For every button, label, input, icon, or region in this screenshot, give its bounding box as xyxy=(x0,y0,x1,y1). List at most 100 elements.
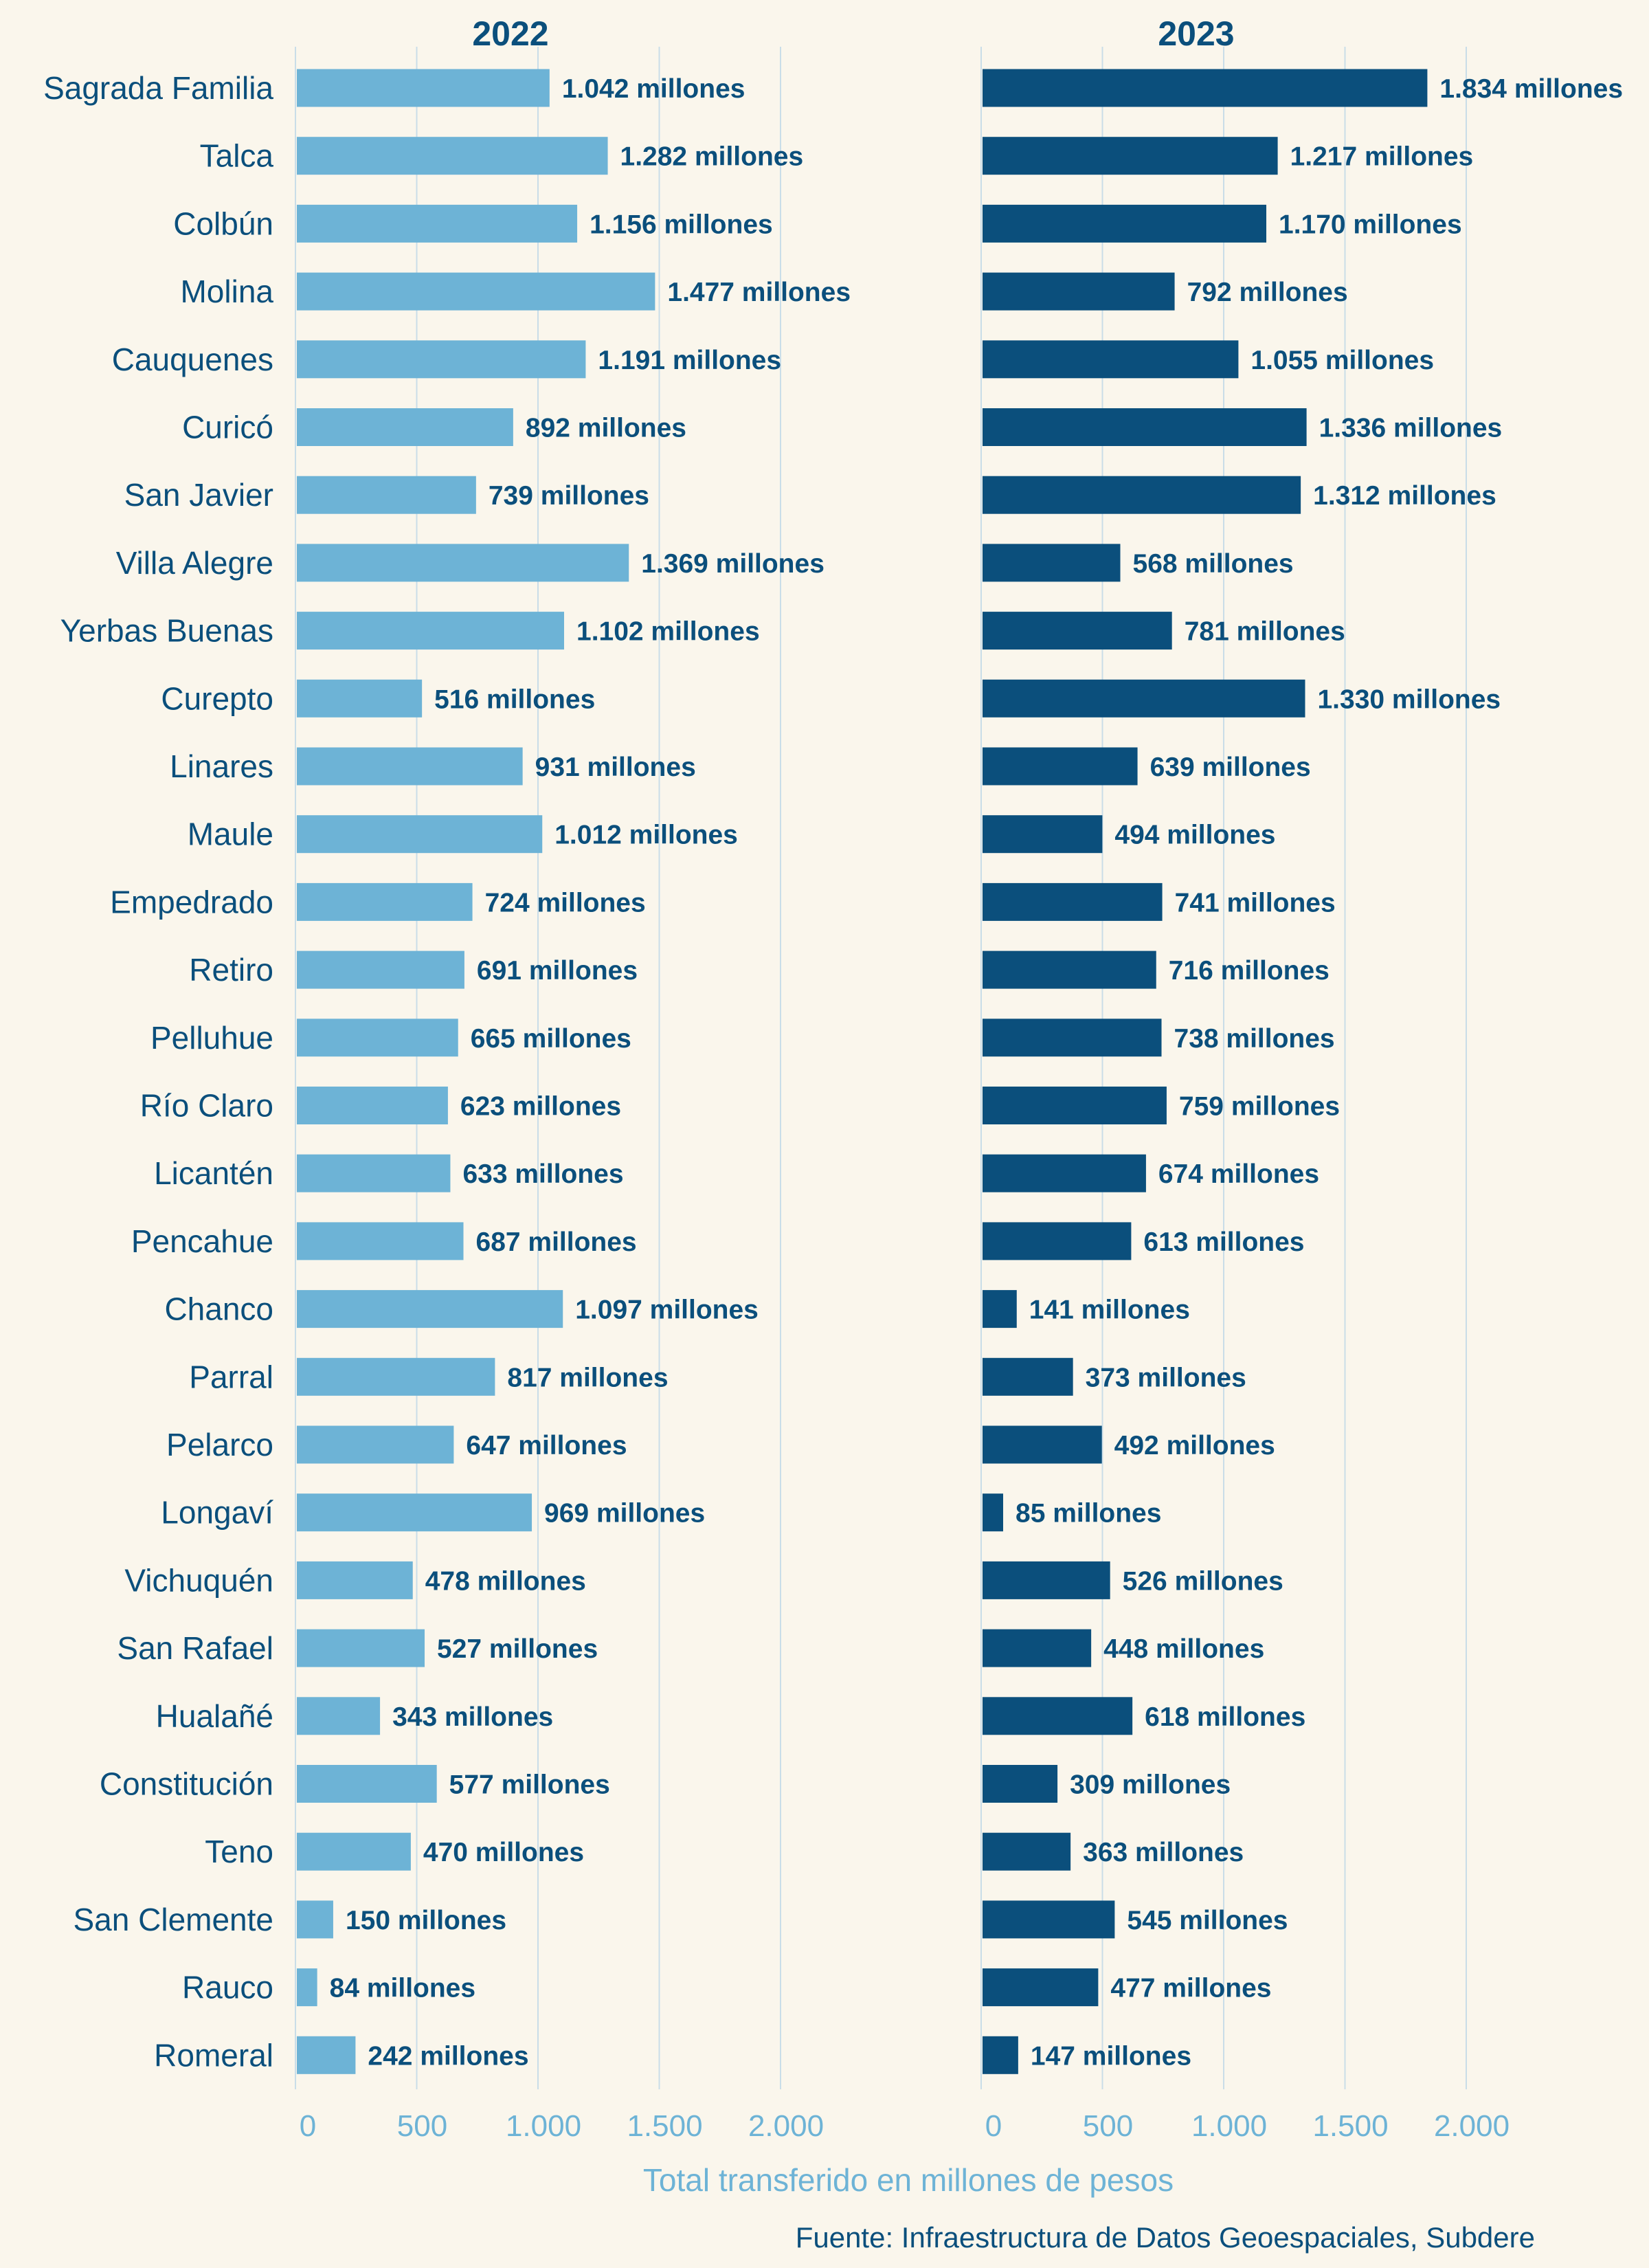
value-label-2023-24: 618 millones xyxy=(1145,1702,1305,1732)
value-label-2022-8: 1.102 millones xyxy=(576,617,760,647)
bar-2023-14 xyxy=(983,1019,1162,1057)
value-label-2023-5: 1.336 millones xyxy=(1319,414,1503,443)
bar-2022-20 xyxy=(297,1425,454,1464)
bar-2022-1 xyxy=(297,137,608,175)
bar-2022-21 xyxy=(297,1493,532,1532)
bar-2022-10 xyxy=(297,747,523,786)
category-label: Licantén xyxy=(154,1155,273,1191)
value-label-2022-12: 724 millones xyxy=(485,888,646,918)
panel-title-2022: 2022 xyxy=(472,14,548,53)
bar-2022-9 xyxy=(297,679,423,718)
value-label-2022-2: 1.156 millones xyxy=(590,210,773,239)
category-label: Romeral xyxy=(154,2037,273,2073)
bar-2022-2 xyxy=(297,204,578,243)
category-label: Curepto xyxy=(161,680,273,716)
value-label-2023-3: 792 millones xyxy=(1187,278,1348,307)
value-label-2023-8: 781 millones xyxy=(1185,617,1345,647)
x-tick-label-2022: 0 xyxy=(300,2109,316,2143)
bar-2023-1 xyxy=(983,137,1278,175)
category-label: Sagrada Familia xyxy=(43,70,273,106)
bar-2023-20 xyxy=(983,1425,1102,1464)
value-label-2022-16: 633 millones xyxy=(462,1159,623,1189)
value-label-2023-14: 738 millones xyxy=(1174,1024,1335,1054)
value-label-2023-15: 759 millones xyxy=(1179,1092,1340,1122)
value-label-2022-17: 687 millones xyxy=(476,1227,637,1257)
value-label-2023-12: 741 millones xyxy=(1175,888,1336,918)
bar-2023-4 xyxy=(983,340,1239,379)
value-label-2022-19: 817 millones xyxy=(507,1363,668,1392)
value-label-2022-10: 931 millones xyxy=(535,753,696,782)
panel-2023: 2023 0 500 1.000 1.500 2.000 1.834 millones 1.… xyxy=(983,14,1623,2143)
category-label: Hualañé xyxy=(156,1698,273,1734)
category-label: Chanco xyxy=(164,1291,273,1327)
value-label-2023-13: 716 millones xyxy=(1169,956,1330,986)
value-label-2022-1: 1.282 millones xyxy=(620,142,804,172)
bar-2022-0 xyxy=(297,69,550,107)
bar-2022-4 xyxy=(297,340,586,379)
category-label: San Javier xyxy=(124,477,273,513)
x-tick-label-2023: 1.500 xyxy=(1312,2109,1388,2143)
category-label: Linares xyxy=(170,748,273,784)
value-label-2023-28: 477 millones xyxy=(1110,1974,1271,2003)
value-label-2022-6: 739 millones xyxy=(489,481,649,511)
value-label-2023-4: 1.055 millones xyxy=(1250,346,1434,375)
bar-2022-17 xyxy=(297,1222,464,1260)
grid-lines xyxy=(295,47,1467,2089)
category-label: San Clemente xyxy=(74,1902,274,1937)
x-tick-label-2023: 0 xyxy=(985,2109,1002,2143)
value-label-2023-2: 1.170 millones xyxy=(1279,210,1462,239)
bar-2023-0 xyxy=(983,69,1428,107)
value-label-2023-19: 373 millones xyxy=(1086,1363,1246,1392)
value-label-2022-15: 623 millones xyxy=(460,1092,621,1122)
category-labels: Sagrada Familia Talca Colbún Molina Cauquene… xyxy=(43,70,273,2073)
value-label-2022-29: 242 millones xyxy=(368,2041,528,2071)
category-label: Longaví xyxy=(161,1495,273,1531)
bar-2023-29 xyxy=(983,2036,1018,2074)
bar-2022-26 xyxy=(297,1832,411,1871)
value-label-2023-16: 674 millones xyxy=(1158,1159,1319,1189)
category-label: Villa Alegre xyxy=(116,545,273,581)
value-label-2023-26: 363 millones xyxy=(1083,1838,1244,1867)
category-label: Constitución xyxy=(100,1766,273,1802)
value-label-2023-20: 492 millones xyxy=(1114,1431,1275,1460)
category-label: Rauco xyxy=(182,1970,273,2005)
bar-2022-25 xyxy=(297,1765,437,1803)
bar-2022-22 xyxy=(297,1561,413,1599)
bar-2022-14 xyxy=(297,1019,458,1057)
value-label-2023-10: 639 millones xyxy=(1150,753,1311,782)
bar-2022-12 xyxy=(297,882,473,921)
bar-2022-27 xyxy=(297,1900,333,1939)
category-label: Pelarco xyxy=(166,1427,273,1463)
category-label: San Rafael xyxy=(117,1630,273,1666)
category-label: Vichuquén xyxy=(124,1562,273,1598)
bar-2022-13 xyxy=(297,950,464,989)
category-label: Pencahue xyxy=(131,1223,273,1259)
x-tick-label-2022: 500 xyxy=(397,2109,447,2143)
bar-2023-22 xyxy=(983,1561,1110,1599)
category-label: Talca xyxy=(200,138,274,174)
category-label: Río Claro xyxy=(140,1088,273,1124)
value-label-2022-5: 892 millones xyxy=(526,414,686,443)
bar-2023-7 xyxy=(983,544,1121,582)
category-label: Colbún xyxy=(173,205,273,241)
category-label: Pelluhue xyxy=(150,1020,273,1056)
bar-2023-12 xyxy=(983,882,1163,921)
bar-2023-18 xyxy=(983,1290,1017,1328)
value-label-2022-26: 470 millones xyxy=(423,1838,584,1867)
value-label-2022-13: 691 millones xyxy=(477,956,638,986)
category-label: Yerbas Buenas xyxy=(60,613,273,649)
value-label-2023-29: 147 millones xyxy=(1031,2041,1191,2071)
value-label-2022-18: 1.097 millones xyxy=(575,1296,759,1325)
x-tick-label-2022: 1.000 xyxy=(506,2109,581,2143)
value-label-2023-21: 85 millones xyxy=(1016,1499,1161,1528)
x-tick-label-2022: 2.000 xyxy=(748,2109,824,2143)
value-label-2023-9: 1.330 millones xyxy=(1317,685,1501,714)
bar-2022-29 xyxy=(297,2036,356,2074)
bar-2022-28 xyxy=(297,1968,317,2007)
bar-2023-26 xyxy=(983,1832,1071,1871)
value-label-2023-18: 141 millones xyxy=(1029,1296,1190,1325)
x-tick-label-2023: 1.000 xyxy=(1191,2109,1267,2143)
value-label-2022-3: 1.477 millones xyxy=(667,278,851,307)
bar-2022-11 xyxy=(297,815,543,854)
